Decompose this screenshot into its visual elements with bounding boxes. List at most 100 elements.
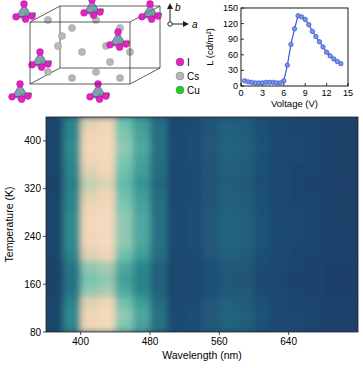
line-data	[242, 14, 343, 85]
i-atom	[139, 13, 146, 20]
heatmap-cell	[202, 225, 220, 237]
heatmap-cell	[254, 296, 272, 308]
heatmap-cell	[150, 260, 168, 272]
heatmap-cell	[254, 213, 272, 225]
i-atom	[155, 13, 162, 20]
heatmap-cell	[254, 260, 272, 272]
heatmap-cell	[98, 272, 116, 284]
heatmap-cell	[202, 153, 220, 165]
heatmap-cell	[115, 129, 133, 141]
point	[324, 50, 328, 54]
heatmap-cell	[167, 117, 185, 129]
plot-frame	[46, 117, 358, 332]
heatmap-cell	[63, 201, 81, 213]
heatmap-cell	[289, 117, 307, 129]
x-tick-label: 15	[343, 88, 353, 98]
heatmap-cell	[185, 320, 203, 332]
heatmap-cell	[115, 189, 133, 201]
heatmap-cell	[271, 260, 289, 272]
i-atom	[29, 13, 36, 20]
point	[317, 40, 321, 44]
heatmap-cell	[306, 177, 324, 189]
heatmap-cell	[98, 153, 116, 165]
x-tick	[283, 83, 284, 86]
heatmap-cell	[323, 236, 341, 248]
heatmap-cell	[167, 308, 185, 320]
y-tick-label: 320	[24, 183, 41, 194]
heatmap-cell	[115, 236, 133, 248]
heatmap-cell	[46, 296, 64, 308]
heatmap-cell	[115, 213, 133, 225]
heatmap-cell	[254, 248, 272, 260]
heatmap-cell	[202, 284, 220, 296]
y-tick	[241, 54, 244, 55]
heatmap-cell	[202, 213, 220, 225]
heatmap-cell	[98, 129, 116, 141]
x-tick-label: 0	[238, 88, 243, 98]
heatmap-cell	[323, 141, 341, 153]
heatmap-cell	[133, 153, 151, 165]
axis-label: a	[192, 19, 198, 30]
heatmap-cell	[185, 213, 203, 225]
heatmap-cell	[133, 284, 151, 296]
y-axis-title: L (cd/m²)	[204, 28, 215, 66]
heatmap-cell	[306, 189, 324, 201]
heatmap-cell	[133, 320, 151, 332]
heatmap-cell	[271, 201, 289, 213]
heatmap-cells	[46, 117, 358, 332]
heatmap-cell	[254, 284, 272, 296]
heatmap-cell	[341, 225, 358, 237]
y-tick-label: 150	[223, 3, 238, 13]
heatmap-cell	[150, 236, 168, 248]
heatmap-cell	[63, 129, 81, 141]
heatmap-cell	[63, 189, 81, 201]
y-tick-label: 160	[24, 279, 41, 290]
i-atom	[97, 9, 104, 16]
heatmap-cell	[254, 177, 272, 189]
heatmap-cell	[202, 177, 220, 189]
heatmap-cell	[254, 308, 272, 320]
heatmap-cell	[167, 225, 185, 237]
heatmap-cell	[81, 177, 99, 189]
legend-swatch	[176, 86, 184, 94]
heatmap-cell	[185, 225, 203, 237]
heatmap-cell	[81, 225, 99, 237]
heatmap-cell	[237, 213, 255, 225]
point	[307, 22, 311, 26]
point	[339, 61, 343, 65]
i-atom	[13, 13, 20, 20]
heatmap-cell	[133, 129, 151, 141]
heatmap-cell	[133, 117, 151, 129]
heatmap-cell	[219, 320, 237, 332]
cell-edge	[30, 68, 60, 84]
heatmap-cell	[81, 320, 99, 332]
heatmap-cell	[237, 201, 255, 213]
heatmap-cell	[254, 129, 272, 141]
heatmap-cell	[167, 201, 185, 213]
x-tick-label: 560	[211, 336, 228, 347]
heatmap-cell	[46, 213, 64, 225]
heatmap-cell	[115, 284, 133, 296]
heatmap-cell	[202, 201, 220, 213]
cell-edge	[60, 6, 160, 7]
cs-atom	[58, 32, 65, 39]
heatmap-cell	[115, 320, 133, 332]
heatmap-cell	[219, 153, 237, 165]
heatmap-cell	[237, 248, 255, 260]
heatmap-cell	[46, 141, 64, 153]
heatmap-cell	[115, 153, 133, 165]
heatmap-cell	[167, 177, 185, 189]
heatmap-cell	[323, 189, 341, 201]
y-tick-label: 90	[228, 34, 238, 44]
heatmap-cell	[289, 260, 307, 272]
heatmap-cell	[63, 117, 81, 129]
heatmap-cell	[133, 141, 151, 153]
heatmap-cell	[150, 129, 168, 141]
heatmap-cell	[323, 284, 341, 296]
i-atom	[17, 81, 24, 88]
cs-atom	[78, 48, 85, 55]
heatmap-cell	[81, 248, 99, 260]
i-atom	[115, 29, 122, 36]
legend-label: Cs	[187, 71, 199, 82]
cell-edge	[130, 22, 131, 84]
